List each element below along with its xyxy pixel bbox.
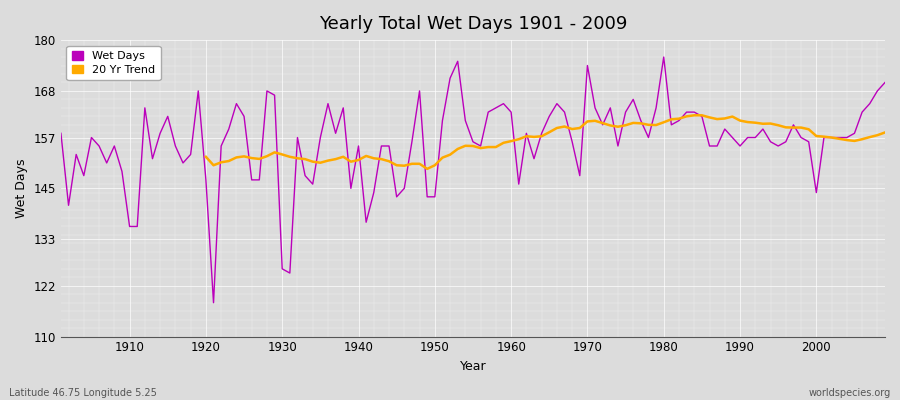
Text: worldspecies.org: worldspecies.org	[809, 388, 891, 398]
Title: Yearly Total Wet Days 1901 - 2009: Yearly Total Wet Days 1901 - 2009	[319, 15, 627, 33]
Legend: Wet Days, 20 Yr Trend: Wet Days, 20 Yr Trend	[67, 46, 161, 80]
X-axis label: Year: Year	[460, 360, 486, 373]
Y-axis label: Wet Days: Wet Days	[15, 158, 28, 218]
Text: Latitude 46.75 Longitude 5.25: Latitude 46.75 Longitude 5.25	[9, 388, 157, 398]
